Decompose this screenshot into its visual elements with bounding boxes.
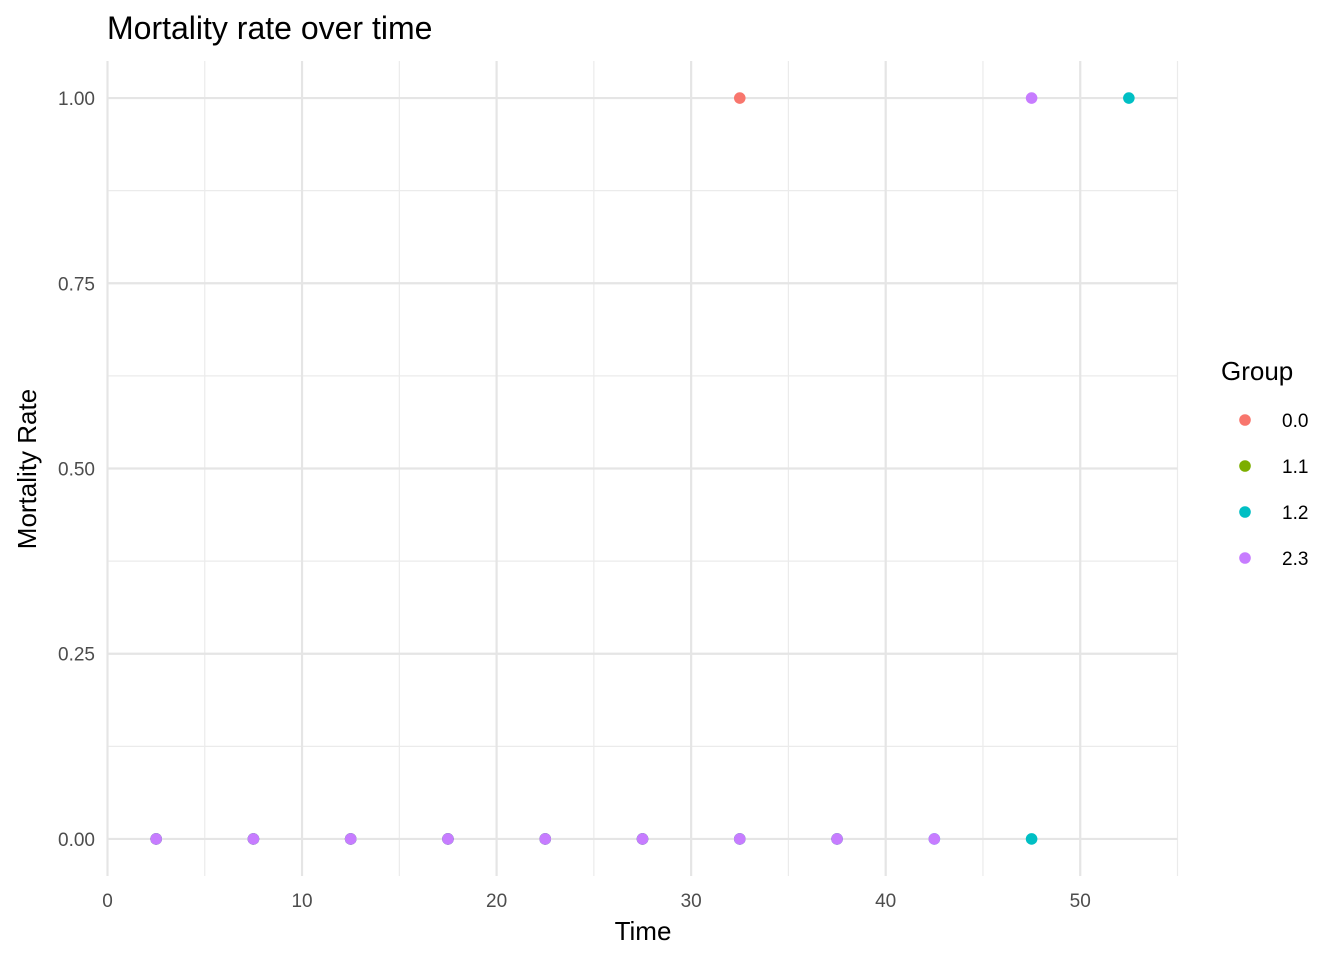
tick-label-layer: 0 10 20 30 40 50 0.00 0.25 0.50 0.75 1.00 xyxy=(58,89,1091,912)
point-2-3-0 xyxy=(150,833,162,845)
grid-layer xyxy=(106,61,1179,876)
point-1-2-10 xyxy=(1123,92,1135,104)
x-axis-title: Time xyxy=(615,916,672,946)
y-tick-label-0: 0.00 xyxy=(58,830,95,851)
x-tick-label-3: 30 xyxy=(681,891,702,912)
y-tick-label-4: 1.00 xyxy=(58,89,95,110)
y-tick-label-1: 0.25 xyxy=(58,645,95,666)
point-2-3-3 xyxy=(442,833,454,845)
point-2-3-1 xyxy=(247,833,260,845)
point-2-3-7 xyxy=(831,833,843,845)
legend-label-0-0: 0.0 xyxy=(1282,411,1308,432)
legend-items: 0.0 1.1 1.2 2.3 xyxy=(1239,411,1308,570)
point-2-3-8 xyxy=(928,833,941,845)
point-1-2-9 xyxy=(1025,833,1038,845)
x-tick-label-4: 40 xyxy=(875,891,896,912)
legend-key-1-2 xyxy=(1239,506,1251,518)
point-2-3-4 xyxy=(539,833,552,845)
x-tick-label-2: 20 xyxy=(486,891,507,912)
chart-title: Mortality rate over time xyxy=(107,10,432,46)
legend-label-2-3: 2.3 xyxy=(1282,549,1308,570)
y-axis-title: Mortality Rate xyxy=(12,389,42,549)
y-tick-label-2: 0.50 xyxy=(58,460,95,481)
legend-key-2-3 xyxy=(1239,552,1251,564)
legend-key-0-0 xyxy=(1239,414,1251,426)
point-2-3-2 xyxy=(344,833,357,845)
legend-label-1-2: 1.2 xyxy=(1282,503,1308,524)
y-tick-label-3: 0.75 xyxy=(58,274,95,295)
legend: Group 0.0 1.1 1.2 2.3 xyxy=(1221,356,1308,570)
x-tick-label-1: 10 xyxy=(291,891,312,912)
legend-title: Group xyxy=(1221,356,1293,386)
legend-label-1-1: 1.1 xyxy=(1282,457,1308,478)
x-tick-label-0: 0 xyxy=(102,891,113,912)
point-2-3-5 xyxy=(636,833,649,845)
legend-key-1-1 xyxy=(1239,460,1251,472)
point-2-3-6 xyxy=(733,833,746,845)
point-2-3-9 xyxy=(1025,92,1038,104)
x-tick-label-5: 50 xyxy=(1070,891,1091,912)
point-0-0-6 xyxy=(733,92,746,104)
points-layer xyxy=(150,92,1135,845)
